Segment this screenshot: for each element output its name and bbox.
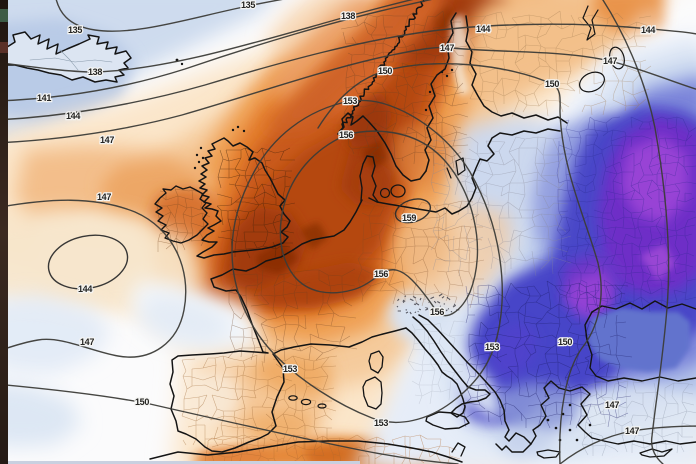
- svg-text:144: 144: [476, 24, 490, 34]
- svg-text:153: 153: [485, 342, 499, 352]
- svg-text:159: 159: [402, 213, 416, 223]
- svg-text:144: 144: [641, 25, 655, 35]
- svg-text:138: 138: [341, 11, 355, 21]
- svg-text:153: 153: [343, 96, 357, 106]
- svg-text:147: 147: [625, 426, 639, 436]
- svg-text:156: 156: [339, 130, 353, 140]
- svg-text:141: 141: [37, 93, 51, 103]
- svg-text:138: 138: [88, 67, 102, 77]
- svg-text:147: 147: [80, 337, 94, 347]
- svg-text:135: 135: [68, 25, 82, 35]
- svg-text:147: 147: [603, 56, 617, 66]
- svg-text:135: 135: [241, 0, 255, 10]
- svg-text:150: 150: [545, 79, 559, 89]
- svg-text:147: 147: [100, 135, 114, 145]
- svg-text:150: 150: [378, 66, 392, 76]
- svg-text:156: 156: [374, 269, 388, 279]
- svg-text:150: 150: [558, 337, 572, 347]
- svg-text:147: 147: [97, 192, 111, 202]
- svg-text:144: 144: [78, 284, 92, 294]
- svg-text:156: 156: [430, 307, 444, 317]
- svg-text:153: 153: [283, 364, 297, 374]
- svg-text:144: 144: [66, 111, 80, 121]
- svg-text:147: 147: [605, 400, 619, 410]
- svg-text:153: 153: [374, 418, 388, 428]
- svg-text:150: 150: [135, 397, 149, 407]
- svg-text:147: 147: [440, 43, 454, 53]
